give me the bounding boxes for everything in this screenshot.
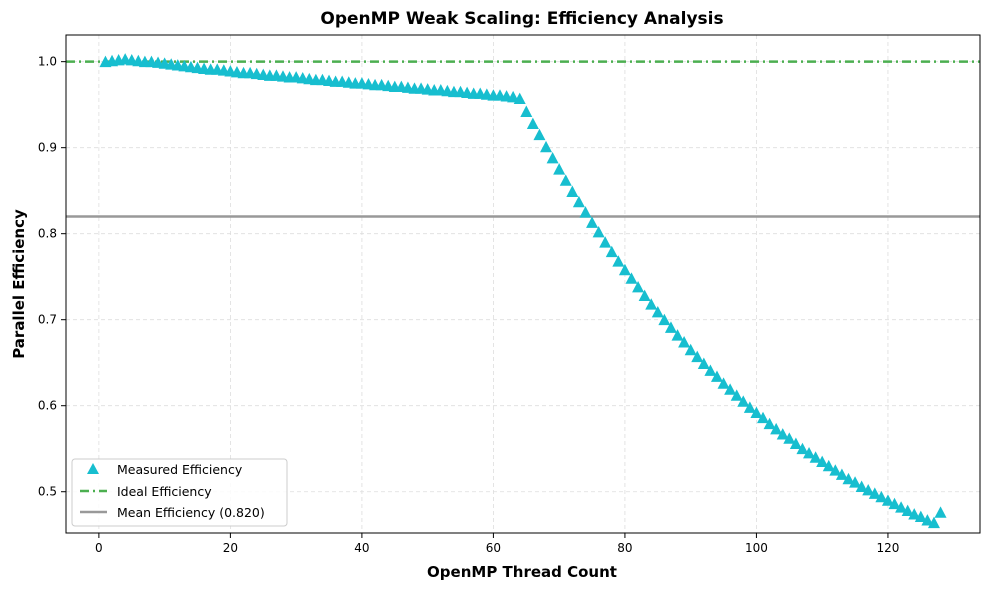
plot-frame [65,34,981,534]
measured-point [809,451,822,463]
measured-point [717,377,730,389]
measured-point [697,357,710,369]
measured-point [901,504,914,517]
measured-point [789,437,802,449]
measured-points [99,53,947,529]
x-tick-label: 60 [486,541,501,555]
y-tick-label: 1.0 [38,55,57,69]
measured-point [632,281,645,293]
measured-point [599,236,612,248]
measured-point [750,406,763,418]
x-tick-label: 40 [354,541,369,555]
measured-point [829,464,842,476]
measured-point [664,321,677,333]
y-axis-ticks: 0.5 0.6 0.7 0.8 0.9 1.0 [38,55,66,499]
measured-point [526,117,539,129]
legend-label-ideal: Ideal Efficiency [117,484,212,499]
measured-point [803,447,816,459]
x-tick-label: 0 [95,541,103,555]
reference-lines [66,60,980,218]
measured-point [691,350,704,363]
measured-point [645,298,658,310]
measured-point [737,395,750,407]
measured-point [559,174,572,186]
measured-point [776,428,789,440]
measured-point [566,185,579,197]
measured-point [881,494,894,506]
x-tick-label: 120 [876,541,899,555]
y-tick-label: 0.7 [38,313,57,327]
measured-point [908,508,921,520]
measured-point [875,490,888,503]
measured-point [763,417,776,430]
measured-point [625,272,638,284]
measured-point [684,343,697,356]
measured-point [796,442,809,455]
measured-point [704,364,717,376]
measured-point [586,216,599,228]
measured-point [888,497,901,510]
measured-point [730,389,743,401]
measured-point [671,329,684,341]
measured-point [638,289,651,302]
y-tick-label: 0.9 [38,141,57,155]
measured-point [612,255,625,267]
measured-point [605,245,618,258]
measured-point [927,516,940,529]
measured-point [724,383,737,395]
x-tick-label: 80 [617,541,632,555]
measured-point [822,459,835,472]
x-tick-label: 100 [745,541,768,555]
legend-marker-measured [87,463,99,474]
legend-label-mean: Mean Efficiency (0.820) [117,505,265,520]
measured-point [783,432,796,444]
measured-point [520,105,533,117]
measured-point [618,263,631,276]
measured-point [770,422,783,435]
measured-point [855,480,868,492]
measured-point [572,195,585,208]
measured-point [842,472,855,485]
measured-point [678,336,691,348]
measured-point [816,455,829,468]
y-tick-label: 0.8 [38,227,57,241]
measured-point [868,487,881,499]
measured-point [579,206,592,218]
measured-point [862,483,875,496]
legend: Measured Efficiency Ideal Efficiency Mea… [71,458,288,527]
measured-point [651,305,664,318]
measured-point [914,510,927,523]
measured-point [546,151,559,164]
chart-title: OpenMP Weak Scaling: Efficiency Analysis [320,9,723,29]
measured-point [835,468,848,480]
x-tick-label: 20 [223,541,238,555]
measured-point [757,411,770,424]
y-tick-label: 0.5 [38,485,57,499]
legend-label-measured: Measured Efficiency [117,462,243,477]
measured-point [540,140,553,153]
y-tick-label: 0.6 [38,399,57,413]
x-axis-ticks: 0 20 40 60 80 100 120 [95,533,899,555]
x-axis-label: OpenMP Thread Count [427,563,617,581]
measured-point [895,501,908,513]
legend-box [71,458,288,527]
y-axis-label: Parallel Efficiency [10,209,28,359]
measured-point [710,370,723,382]
measured-point [533,128,546,141]
measured-point [513,92,526,105]
measured-point [658,313,671,326]
measured-point [743,401,756,413]
measured-point [553,163,566,175]
measured-point [921,514,934,526]
measured-point [849,476,862,488]
measured-point [934,506,947,518]
measured-point [592,225,605,238]
